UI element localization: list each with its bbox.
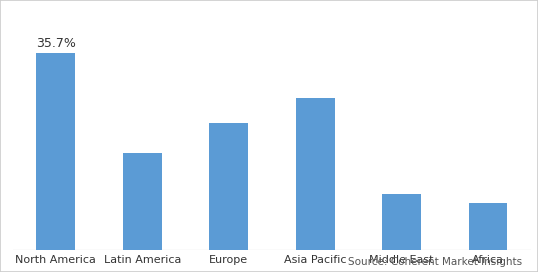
Bar — [37, 53, 75, 249]
Bar — [209, 123, 248, 249]
Text: 35.7%: 35.7% — [36, 38, 76, 51]
Bar — [382, 194, 421, 249]
Bar — [123, 153, 162, 249]
Text: Source: Coherent Market Insights: Source: Coherent Market Insights — [348, 256, 522, 267]
Bar — [296, 98, 335, 249]
Bar — [469, 203, 507, 249]
